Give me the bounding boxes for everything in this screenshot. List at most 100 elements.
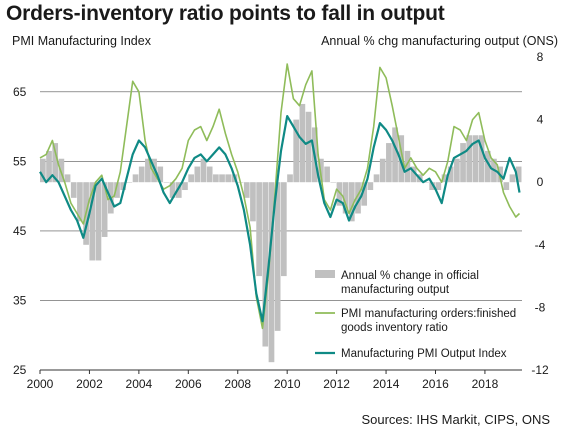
bar-41	[293, 119, 300, 183]
axes: 2000 2002 2004 2006 2008 2010 2012 2014 2016 2018…	[13, 50, 549, 391]
bar-28	[213, 174, 219, 183]
right-tick-label-2: -4	[535, 238, 546, 252]
bar-47	[330, 182, 337, 183]
bar-59	[404, 150, 411, 183]
bar-53	[367, 182, 374, 191]
bar-72	[484, 150, 491, 183]
line-series	[39, 63, 521, 330]
left-tick-label-4: 65	[13, 85, 27, 99]
bar-62	[423, 182, 429, 183]
x-tick-label-7: 2014	[373, 377, 400, 391]
bar-67	[454, 158, 460, 183]
series-line-0	[39, 63, 521, 330]
bar-38	[274, 182, 281, 331]
x-tick-label-0: 2000	[27, 377, 54, 391]
bar-series	[40, 103, 522, 363]
bar-15	[132, 174, 139, 183]
bar-6	[77, 182, 83, 222]
bar-13	[120, 182, 127, 191]
bar-76	[509, 174, 516, 183]
legend: Annual % change in official manufacturing…	[315, 270, 516, 360]
legend-label-2-0: Manufacturing PMI Output Index	[341, 348, 507, 360]
legend-label-0-1: manufacturing output	[341, 284, 450, 296]
bar-39	[281, 182, 287, 277]
bar-75	[503, 182, 510, 191]
right-tick-label-4: 4	[537, 113, 544, 127]
bar-16	[138, 166, 145, 183]
bar-0	[40, 158, 46, 183]
bar-66	[447, 166, 454, 183]
bar-19	[157, 166, 164, 183]
right-tick-label-1: -8	[535, 300, 546, 314]
bar-40	[287, 174, 293, 183]
bar-21	[169, 182, 176, 198]
bar-70	[472, 135, 479, 183]
bar-27	[206, 166, 213, 183]
bar-71	[478, 135, 485, 183]
bar-9	[95, 182, 102, 261]
bar-37	[268, 182, 275, 363]
bar-23	[182, 182, 188, 191]
x-tick-label-9: 2018	[472, 377, 499, 391]
bar-42	[299, 103, 306, 183]
left-axis-label: PMI Manufacturing Index	[12, 34, 151, 48]
bar-46	[324, 166, 330, 183]
bar-20	[163, 182, 170, 183]
bar-12	[114, 182, 120, 198]
bar-8	[89, 182, 96, 261]
bar-34	[250, 182, 256, 222]
bar-52	[361, 182, 368, 206]
bar-30	[225, 174, 232, 183]
bar-54	[373, 174, 380, 183]
bar-51	[355, 182, 361, 214]
bar-35	[256, 182, 262, 277]
x-tick-label-1: 2002	[76, 377, 103, 391]
legend-label-1-0: PMI manufacturing orders:finished	[341, 308, 516, 320]
bar-36	[262, 182, 269, 347]
bar-33	[243, 182, 250, 198]
bar-63	[429, 182, 435, 191]
bar-10	[101, 182, 108, 237]
right-axis-label: Annual % chg manufacturing output (ONS)	[321, 34, 558, 48]
bar-5	[70, 182, 77, 198]
legend-label-1-1: goods inventory ratio	[341, 322, 448, 334]
legend-label-0-0: Annual % change in official	[341, 270, 479, 282]
bar-29	[219, 174, 225, 183]
bar-43	[305, 111, 312, 183]
chart-title: Orders-inventory ratio points to fall in…	[6, 2, 445, 25]
bar-55	[379, 158, 386, 183]
bar-48	[336, 182, 343, 206]
right-tick-label-0: -12	[531, 363, 549, 377]
left-tick-label-1: 35	[13, 293, 27, 307]
bar-25	[194, 166, 201, 183]
bar-26	[200, 158, 207, 183]
x-tick-label-8: 2016	[422, 377, 449, 391]
left-tick-label-3: 55	[13, 154, 27, 168]
bar-3	[58, 158, 65, 183]
bar-56	[386, 143, 392, 183]
bar-77	[515, 166, 522, 183]
bar-18	[151, 158, 157, 183]
bar-14	[126, 182, 133, 183]
x-tick-label-3: 2006	[175, 377, 202, 391]
bar-1	[46, 150, 52, 183]
bar-60	[410, 166, 417, 183]
right-tick-label-3: 0	[537, 175, 544, 189]
source-note: Sources: IHS Markit, CIPS, ONS	[361, 412, 550, 427]
bar-50	[348, 182, 355, 222]
bar-65	[441, 174, 448, 183]
x-tick-label-2: 2004	[126, 377, 153, 391]
bar-68	[460, 143, 466, 183]
bar-64	[435, 182, 442, 191]
left-tick-label-0: 25	[13, 363, 27, 377]
bar-2	[52, 143, 59, 183]
bar-24	[188, 174, 194, 183]
bar-57	[392, 127, 398, 183]
legend-swatch-0	[315, 270, 335, 278]
bar-69	[466, 135, 473, 183]
series-line-1	[39, 115, 521, 323]
left-tick-label-2: 45	[13, 224, 27, 238]
x-tick-label-6: 2012	[323, 377, 350, 391]
bar-17	[145, 158, 151, 183]
